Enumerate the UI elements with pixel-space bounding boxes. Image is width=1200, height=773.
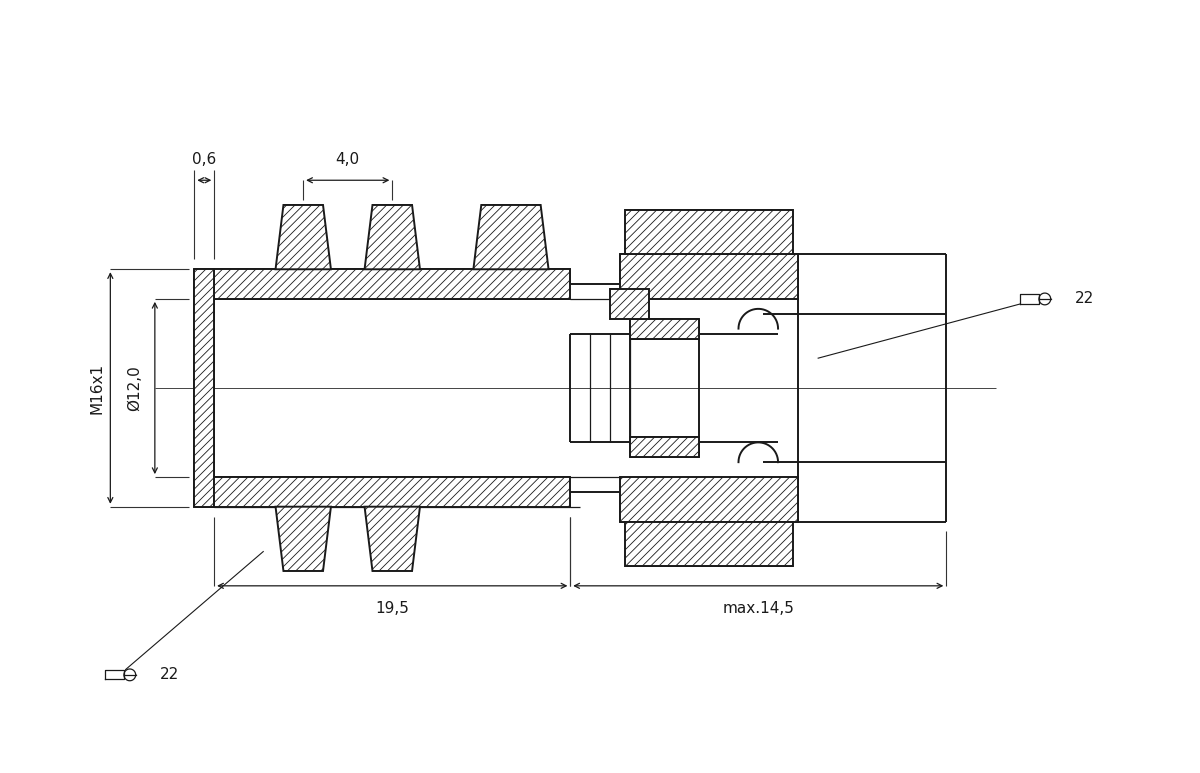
Polygon shape xyxy=(473,205,548,269)
Bar xyxy=(630,438,698,457)
Text: 22: 22 xyxy=(1075,291,1094,306)
Bar xyxy=(630,318,698,339)
Text: 19,5: 19,5 xyxy=(376,601,409,615)
Polygon shape xyxy=(276,506,331,571)
Polygon shape xyxy=(365,205,420,269)
Text: 0,6: 0,6 xyxy=(192,152,216,168)
Polygon shape xyxy=(365,506,420,571)
Bar xyxy=(194,269,215,506)
Text: 22: 22 xyxy=(160,667,179,683)
Polygon shape xyxy=(276,205,331,269)
Bar xyxy=(215,269,570,299)
Bar xyxy=(625,210,793,254)
Text: M16x1: M16x1 xyxy=(90,363,104,414)
Text: max.14,5: max.14,5 xyxy=(722,601,794,615)
Bar xyxy=(215,477,570,506)
Bar xyxy=(610,289,649,318)
Text: 4,0: 4,0 xyxy=(336,152,360,168)
Text: Ø12,0: Ø12,0 xyxy=(127,365,142,411)
Bar xyxy=(625,522,793,566)
Bar xyxy=(619,254,798,299)
Bar xyxy=(619,477,798,522)
